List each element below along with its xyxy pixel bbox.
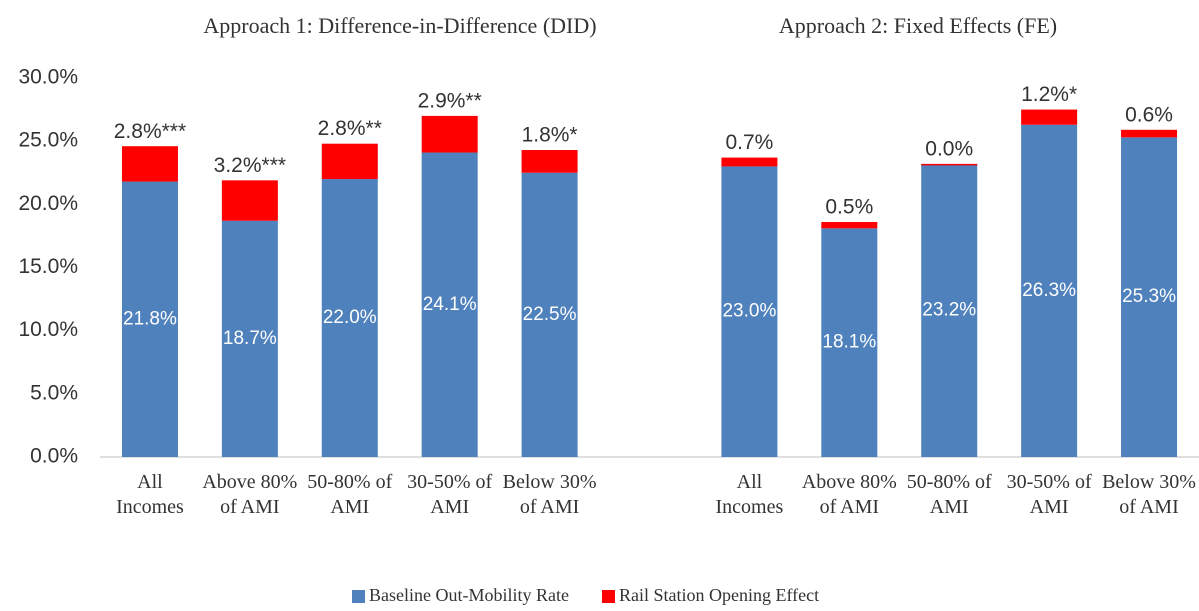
bar-segment: [321, 179, 378, 458]
bar-segment: [221, 220, 278, 457]
bar-segment: [821, 228, 878, 457]
value-label: 25.3%: [1122, 286, 1176, 307]
value-label: 18.1%: [822, 332, 876, 353]
value-label: 1.2%*: [1021, 83, 1077, 106]
y-tick-label: 5.0%: [30, 381, 78, 404]
value-label: 0.0%: [925, 137, 973, 160]
bar-segment: [1121, 137, 1178, 458]
legend-swatch: [601, 590, 615, 603]
value-label: 21.8%: [123, 308, 177, 329]
x-tick-label: Below 30% of AMI: [502, 471, 597, 518]
value-label: 0.5%: [825, 196, 873, 219]
y-tick-label: 30.0%: [18, 66, 78, 89]
value-label: 0.6%: [1125, 103, 1173, 126]
panel-title: Approach 2: Fixed Effects (FE): [779, 13, 1057, 38]
y-tick-label: 25.0%: [18, 129, 78, 152]
value-label: 22.5%: [523, 304, 577, 325]
value-label: 26.3%: [1022, 280, 1076, 301]
value-label: 2.8%**: [318, 117, 382, 140]
value-label: 3.2%***: [214, 154, 286, 177]
value-label: 23.2%: [922, 299, 976, 320]
bar-segment: [321, 143, 378, 180]
bar-segment: [921, 163, 978, 457]
y-tick-label: 0.0%: [30, 445, 78, 468]
x-tick-label: 50-80% of AMI: [307, 471, 393, 518]
value-label: 18.7%: [223, 328, 277, 349]
value-label: 22.0%: [323, 307, 377, 328]
bar-segment: [1021, 109, 1078, 125]
x-tick-label: 30-50% of AMI: [407, 471, 493, 518]
legend-swatch: [352, 590, 365, 603]
bar-segment: [1021, 124, 1078, 457]
bar-segment: [721, 157, 778, 167]
bar-segment: [521, 150, 578, 173]
value-label: 24.1%: [423, 294, 477, 315]
bar-segment: [1121, 129, 1178, 138]
bar-segment: [121, 146, 178, 182]
bar-segment: [721, 166, 778, 457]
x-tick-label: All Incomes: [715, 471, 784, 518]
bar-segment: [121, 181, 178, 458]
legend-label: Rail Station Opening Effect: [619, 585, 819, 605]
x-tick-label: 50-80% of AMI: [906, 471, 992, 518]
y-tick-label: 15.0%: [18, 255, 78, 278]
value-label: 0.7%: [725, 131, 773, 154]
x-tick-label: Above 80% of AMI: [801, 471, 897, 518]
bar-segment: [221, 180, 278, 221]
x-tick-label: 30-50% of AMI: [1006, 471, 1092, 518]
bar-segment: [421, 152, 478, 457]
value-label: 2.8%***: [114, 120, 186, 143]
bar-segment: [521, 172, 578, 457]
value-label: 23.0%: [722, 301, 776, 322]
panel-title: Approach 1: Difference-in-Difference (DI…: [203, 13, 596, 38]
x-tick-label: All Incomes: [116, 471, 184, 518]
bar-segment: [421, 115, 478, 153]
value-label: 2.9%**: [418, 89, 482, 112]
y-tick-label: 20.0%: [18, 192, 78, 215]
value-label: 1.8%*: [522, 124, 578, 147]
legend-label: Baseline Out-Mobility Rate: [369, 585, 569, 605]
x-tick-label: Above 80% of AMI: [202, 471, 298, 518]
bar-segment: [821, 222, 878, 229]
x-tick-label: Below 30% of AMI: [1102, 471, 1196, 518]
bar-segment: [921, 163, 978, 166]
y-tick-label: 10.0%: [18, 318, 78, 341]
